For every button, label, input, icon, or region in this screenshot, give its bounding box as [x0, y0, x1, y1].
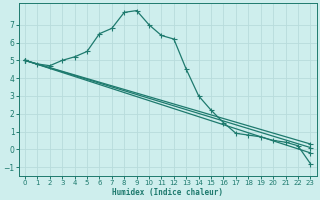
X-axis label: Humidex (Indice chaleur): Humidex (Indice chaleur): [112, 188, 223, 197]
